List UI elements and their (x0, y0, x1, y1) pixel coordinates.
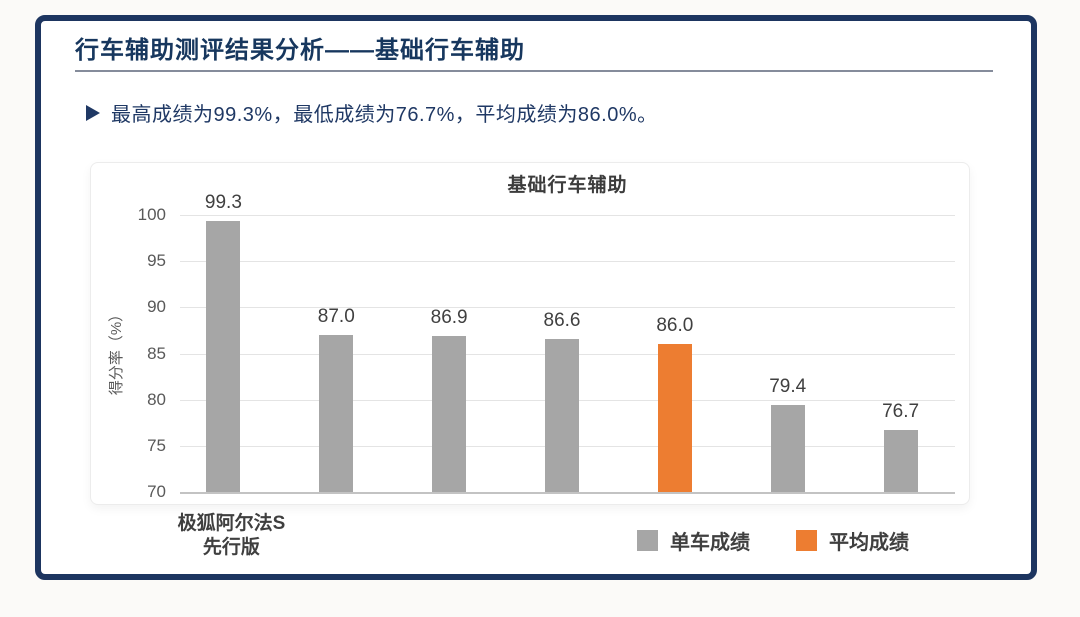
bar-7 (883, 430, 918, 492)
bar-value-label: 86.9 (430, 306, 468, 328)
bar-value-label: 86.6 (543, 309, 581, 331)
bar-value-label: 76.7 (882, 401, 920, 423)
bar-2 (319, 335, 354, 492)
x-category-label: 极狐阿尔法S 先行版 (177, 513, 286, 558)
y-tick-label: 90 (147, 297, 166, 317)
legend-item: 平均成绩 (796, 526, 909, 555)
bar-value-label: 87.0 (317, 306, 355, 328)
title-underline (75, 70, 993, 72)
gridline (180, 215, 955, 216)
y-tick-label: 70 (147, 482, 166, 501)
y-tick-label: 85 (147, 343, 166, 363)
bar-3 (432, 335, 467, 492)
legend-item: 单车成绩 (637, 526, 750, 555)
bar-value-label: 86.0 (656, 315, 694, 337)
legend-swatch-icon (796, 530, 817, 551)
y-tick-label: 95 (147, 251, 166, 271)
gridline (180, 307, 955, 309)
bar-4 (545, 338, 579, 492)
legend: 单车成绩 平均成绩 (637, 526, 909, 555)
y-tick-label: 75 (147, 435, 166, 455)
gridline (180, 492, 955, 494)
summary-text: 最高成绩为99.3%，最低成绩为76.7%，平均成绩为86.0%。 (111, 104, 658, 126)
bar-6 (770, 405, 805, 492)
legend-swatch-icon (637, 530, 658, 551)
bar-value-label: 79.4 (769, 376, 807, 398)
chart-title: 基础行车辅助 (507, 175, 628, 196)
bar-value-label: 99.3 (204, 192, 242, 214)
summary-bullet-row: 最高成绩为99.3%，最低成绩为76.7%，平均成绩为86.0%。 (86, 98, 658, 127)
right-arrowhead-icon (86, 104, 100, 121)
bar-5 (657, 344, 692, 492)
page-title: 行车辅助测评结果分析——基础行车辅助 (75, 37, 525, 64)
y-tick-label: 100 (137, 205, 166, 224)
bar-1 (206, 221, 241, 492)
legend-label: 平均成绩 (829, 532, 909, 554)
legend-label: 单车成绩 (670, 532, 750, 554)
y-tick-label: 80 (147, 389, 166, 409)
gridline (180, 261, 955, 263)
